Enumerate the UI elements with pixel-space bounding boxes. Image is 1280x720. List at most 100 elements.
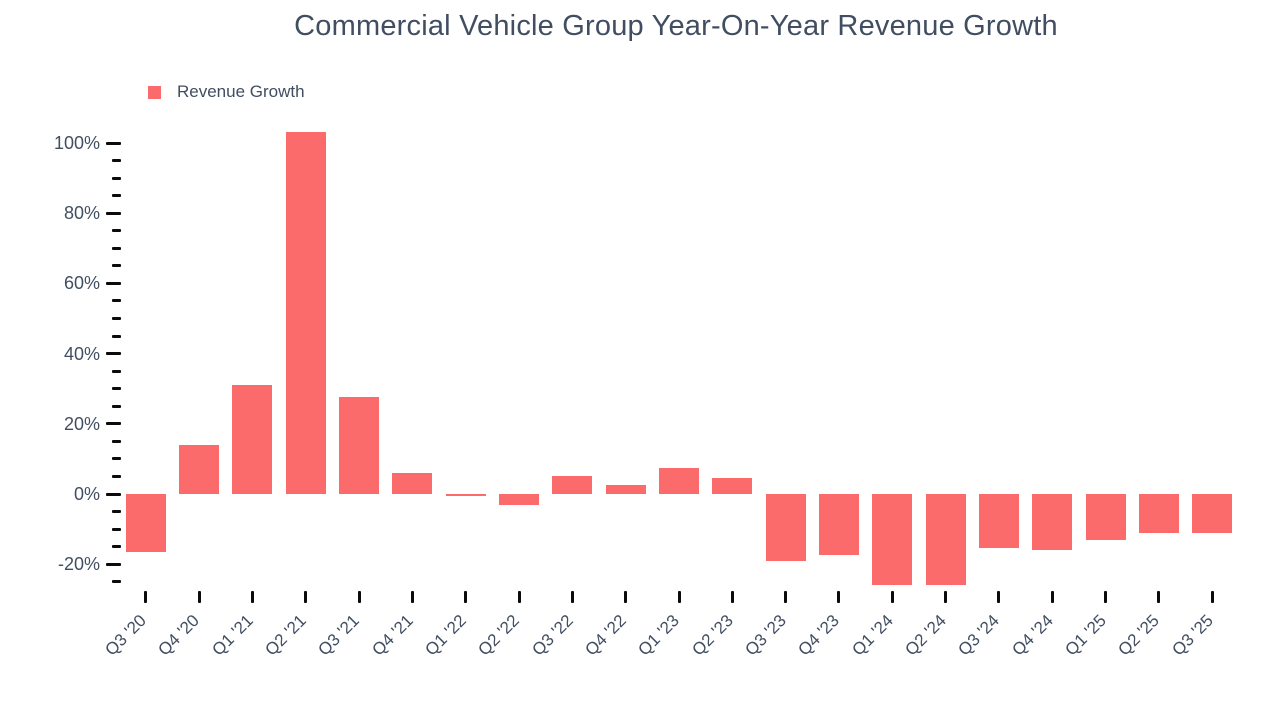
y-axis-minor-tick xyxy=(112,369,121,373)
y-axis-minor-tick xyxy=(112,527,121,531)
y-axis-major-tick xyxy=(106,422,121,426)
x-axis-tick xyxy=(250,591,254,603)
x-axis-tick xyxy=(304,591,308,603)
x-axis-tick xyxy=(517,591,521,603)
bar-q3-25 xyxy=(1192,494,1233,533)
x-axis-tick xyxy=(1104,591,1108,603)
y-axis-major-tick xyxy=(106,281,121,285)
x-axis-tick-label: Q1 '21 xyxy=(208,610,257,660)
bar-q1-25 xyxy=(1085,494,1126,540)
y-axis-tick-label: 60% xyxy=(63,273,100,294)
x-axis-tick-label: Q3 '21 xyxy=(314,610,364,660)
x-axis-tick xyxy=(784,591,788,603)
y-axis-minor-tick xyxy=(112,194,121,198)
legend-swatch-icon xyxy=(148,85,161,99)
bar-q2-25 xyxy=(1138,494,1179,533)
y-axis-minor-tick xyxy=(112,474,121,478)
y-axis-minor-tick xyxy=(112,317,121,320)
x-axis-tick-label: Q2 '21 xyxy=(261,610,311,660)
x-axis-tick-label: Q3 '24 xyxy=(954,610,1004,660)
bar-q3-23 xyxy=(765,494,806,561)
x-axis-tick xyxy=(1210,591,1214,603)
x-axis-tick xyxy=(890,591,894,603)
y-axis-minor-tick xyxy=(112,264,121,268)
y-axis-tick-label: 0% xyxy=(73,484,100,504)
x-axis-tick-label: Q1 '23 xyxy=(634,610,684,660)
bar-q4-20 xyxy=(179,444,220,494)
y-axis-tick-label: 20% xyxy=(63,413,100,434)
y-axis-major-tick xyxy=(106,211,121,215)
x-axis-tick-label: Q3 '20 xyxy=(101,610,151,660)
bar-q1-24 xyxy=(872,494,913,586)
y-axis-minor-tick xyxy=(112,580,121,584)
x-axis-tick xyxy=(464,591,468,603)
legend: Revenue Growth xyxy=(148,82,305,102)
x-axis-tick-label: Q3 '25 xyxy=(1168,610,1217,660)
bar-q2-24 xyxy=(925,494,966,586)
x-axis-tick xyxy=(144,591,148,603)
bar-q3-20 xyxy=(125,494,166,552)
y-axis-tick-label: 40% xyxy=(63,343,100,364)
x-axis-tick-label: Q3 '22 xyxy=(528,610,577,660)
x-axis-tick-label: Q4 '23 xyxy=(794,610,844,660)
x-axis-tick-label: Q1 '25 xyxy=(1061,610,1111,660)
chart-title: Commercial Vehicle Group Year-On-Year Re… xyxy=(294,10,1058,42)
bar-q3-21 xyxy=(339,397,380,494)
x-axis-tick xyxy=(1050,591,1054,603)
y-axis-tick-label: 100% xyxy=(53,133,100,153)
x-axis-tick xyxy=(944,591,948,603)
x-axis-tick xyxy=(570,591,574,603)
x-axis-tick xyxy=(837,591,841,603)
bar-q1-21 xyxy=(232,385,273,494)
x-axis-tick-label: Q2 '23 xyxy=(688,610,737,660)
x-axis-tick xyxy=(677,591,681,603)
x-axis-tick xyxy=(410,591,414,603)
x-axis-tick xyxy=(730,591,734,603)
y-axis-tick-label: -20% xyxy=(57,554,100,575)
x-axis-tick-label: Q4 '20 xyxy=(154,610,204,660)
x-axis-tick xyxy=(357,591,361,603)
y-axis-minor-tick xyxy=(112,334,121,338)
y-axis-major-tick xyxy=(106,492,121,496)
y-axis-minor-tick xyxy=(112,439,121,443)
legend-label: Revenue Growth xyxy=(177,82,305,101)
y-axis-minor-tick xyxy=(112,159,121,163)
bar-q4-23 xyxy=(818,494,859,556)
x-axis-tick-label: Q2 '24 xyxy=(901,610,951,660)
x-axis-tick xyxy=(997,591,1001,603)
bar-q3-24 xyxy=(978,494,1019,549)
y-axis-minor-tick xyxy=(112,545,121,549)
y-axis-major-tick xyxy=(106,141,121,145)
y-axis-tick-label: 80% xyxy=(63,203,100,224)
x-axis-tick-label: Q4 '21 xyxy=(368,610,417,660)
bar-q2-21 xyxy=(285,132,326,494)
bar-q3-22 xyxy=(552,476,593,494)
y-axis-major-tick xyxy=(106,562,121,566)
y-axis-minor-tick xyxy=(112,387,121,391)
y-axis-minor-tick xyxy=(112,299,121,303)
x-axis-tick-label: Q2 '25 xyxy=(1114,610,1164,660)
x-axis-tick xyxy=(624,591,628,603)
y-axis-major-tick xyxy=(106,352,121,356)
y-axis-minor-tick xyxy=(112,229,121,233)
y-axis-minor-tick xyxy=(112,176,121,180)
x-axis-tick-label: Q3 '23 xyxy=(741,610,791,660)
x-axis-tick-label: Q4 '22 xyxy=(581,610,631,660)
x-axis-tick xyxy=(197,591,201,603)
x-axis-tick-label: Q1 '24 xyxy=(848,610,897,660)
x-axis-tick-label: Q4 '24 xyxy=(1008,610,1057,660)
bar-q2-23 xyxy=(712,478,753,494)
bar-q1-23 xyxy=(659,467,699,494)
x-axis-tick xyxy=(1157,591,1161,603)
y-axis-minor-tick xyxy=(112,510,121,514)
bar-q4-24 xyxy=(1032,494,1073,551)
bar-q1-22 xyxy=(445,494,486,496)
bar-q2-22 xyxy=(499,494,539,505)
y-axis-minor-tick xyxy=(112,246,121,250)
x-axis-tick-label: Q1 '22 xyxy=(421,610,471,660)
y-axis-minor-tick xyxy=(112,404,121,408)
y-axis-minor-tick xyxy=(112,457,121,461)
x-axis-tick-label: Q2 '22 xyxy=(474,610,524,660)
bar-q4-21 xyxy=(392,472,433,494)
